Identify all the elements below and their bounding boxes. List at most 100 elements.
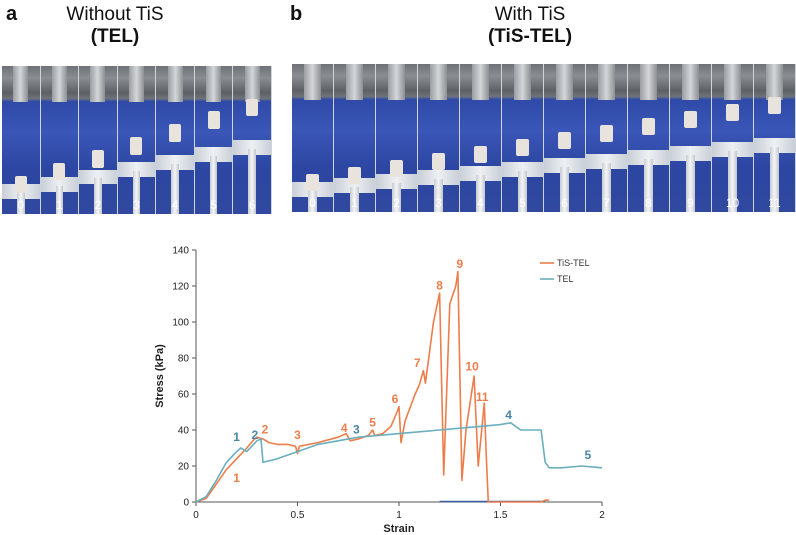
sample-grip-band	[544, 158, 585, 173]
panel-b-letter: b	[290, 3, 303, 25]
tis-tel-frame-9: 9	[670, 64, 712, 212]
sample-grip-band	[418, 170, 459, 186]
sample-block	[389, 159, 404, 178]
sample-block	[91, 149, 104, 168]
y-tick-label: 140	[172, 246, 189, 257]
tis-tel-frame-7: 7	[586, 64, 628, 212]
sample-column	[350, 187, 359, 212]
y-tick-label: 100	[172, 318, 189, 329]
sample-block	[473, 145, 488, 164]
frame-number-label: 3	[435, 196, 442, 210]
sample-grip-band	[79, 169, 117, 185]
series-line-tel	[195, 422, 603, 503]
frame-number-label: 1	[56, 198, 63, 212]
sample-block	[347, 166, 362, 185]
sample-column	[476, 175, 485, 212]
tel-frame-6: 6	[233, 66, 272, 214]
point-annotation-tel-4: 4	[505, 408, 512, 422]
tis-tel-frame-8: 8	[628, 64, 670, 212]
sample-block	[305, 173, 320, 192]
y-tick-label: 40	[178, 426, 190, 437]
legend-label-tel: TEL	[557, 274, 574, 284]
sample-column	[308, 191, 317, 212]
sample-block	[725, 103, 740, 122]
frame-number-label: 5	[210, 198, 217, 212]
frame-number-label: 6	[561, 196, 568, 210]
sample-column	[686, 154, 695, 212]
y-axis-title: Stress (kPa)	[154, 344, 166, 408]
sample-grip-band	[586, 154, 627, 169]
sample-block	[641, 117, 656, 136]
sample-block	[207, 111, 220, 130]
y-tick-label: 60	[178, 390, 190, 401]
point-annotation-tel-5: 5	[584, 448, 591, 462]
sample-block	[557, 131, 572, 150]
sample-grip-band	[628, 150, 669, 165]
frame-number-label: 5	[519, 196, 526, 210]
sample-grip-band	[117, 162, 156, 177]
tis-tel-frame-2: 2	[376, 64, 418, 212]
frame-number-label: 9	[687, 196, 694, 210]
panel-b-subtitle: (TiS-TEL)	[487, 26, 573, 47]
sample-block	[599, 124, 614, 143]
series-line-tis-tel	[195, 270, 550, 503]
frame-number-label: 3	[133, 198, 140, 212]
panel-b-title-text: With TiS	[494, 4, 566, 25]
tel-frame-4: 4	[156, 66, 195, 214]
tis-tel-frame-11: 11	[754, 64, 796, 212]
sample-column	[132, 171, 141, 214]
tis-tel-frame-10: 10	[712, 64, 754, 212]
tel-frame-0: 0	[2, 66, 41, 214]
legend-label-tis-tel: TiS-TEL	[557, 258, 590, 268]
point-annotation-tis-tel-1: 1	[233, 471, 240, 485]
sample-block	[515, 138, 530, 157]
frame-number-label: 10	[725, 196, 740, 210]
frame-number-label: 7	[603, 196, 610, 210]
frame-number-label: 4	[171, 198, 179, 212]
x-tick-label: 1.5	[494, 510, 508, 521]
sample-block	[14, 175, 27, 194]
tis-tel-frame-6: 6	[544, 64, 586, 212]
frame-number-label: 1	[351, 196, 358, 210]
sample-column	[518, 171, 527, 212]
tis-tel-frame-0: 0	[292, 64, 334, 212]
tel-frame-2: 2	[79, 66, 118, 214]
sample-grip-band	[502, 162, 543, 177]
frame-number-label: 8	[645, 196, 652, 210]
x-axis-title: Strain	[383, 523, 414, 535]
point-annotation-tis-tel-5: 5	[369, 415, 376, 429]
frame-number-label: 2	[94, 198, 102, 212]
panel-a-subtitle: (TEL)	[90, 26, 140, 47]
sample-column	[171, 163, 179, 214]
frame-number-label: 2	[393, 196, 400, 210]
tis-tel-frame-1: 1	[334, 64, 376, 212]
sample-grip-band	[40, 177, 79, 192]
sample-column	[248, 148, 256, 214]
y-tick-label: 0	[183, 498, 189, 509]
y-tick-label: 120	[172, 282, 189, 293]
sample-block	[130, 137, 143, 155]
y-tick-label: 20	[178, 462, 190, 473]
sample-block	[431, 152, 446, 171]
sample-column	[560, 167, 569, 212]
sample-column	[434, 179, 443, 212]
point-annotation-tis-tel-2: 2	[262, 423, 269, 437]
point-annotation-tis-tel-3: 3	[294, 428, 301, 442]
sample-grip-band	[670, 146, 711, 161]
sample-column	[602, 163, 611, 212]
photo-strip-tis-tel: 0 1 2 3 4 5 6 7 8 9 10 11	[292, 64, 796, 212]
y-tick-label: 80	[178, 354, 190, 365]
sample-grip-band	[156, 154, 194, 170]
point-annotation-tel-2: 2	[252, 428, 259, 442]
x-tick-label: 2	[599, 510, 605, 521]
tel-frame-5: 5	[194, 66, 234, 214]
sample-block	[53, 162, 66, 181]
sample-grip-band	[754, 138, 795, 153]
tel-frame-3: 3	[117, 66, 157, 214]
sample-block	[169, 124, 182, 142]
tis-tel-frame-3: 3	[418, 64, 460, 212]
sample-grip-band	[712, 142, 753, 157]
frame-number-label: 4	[477, 196, 484, 210]
sample-column	[392, 183, 401, 212]
